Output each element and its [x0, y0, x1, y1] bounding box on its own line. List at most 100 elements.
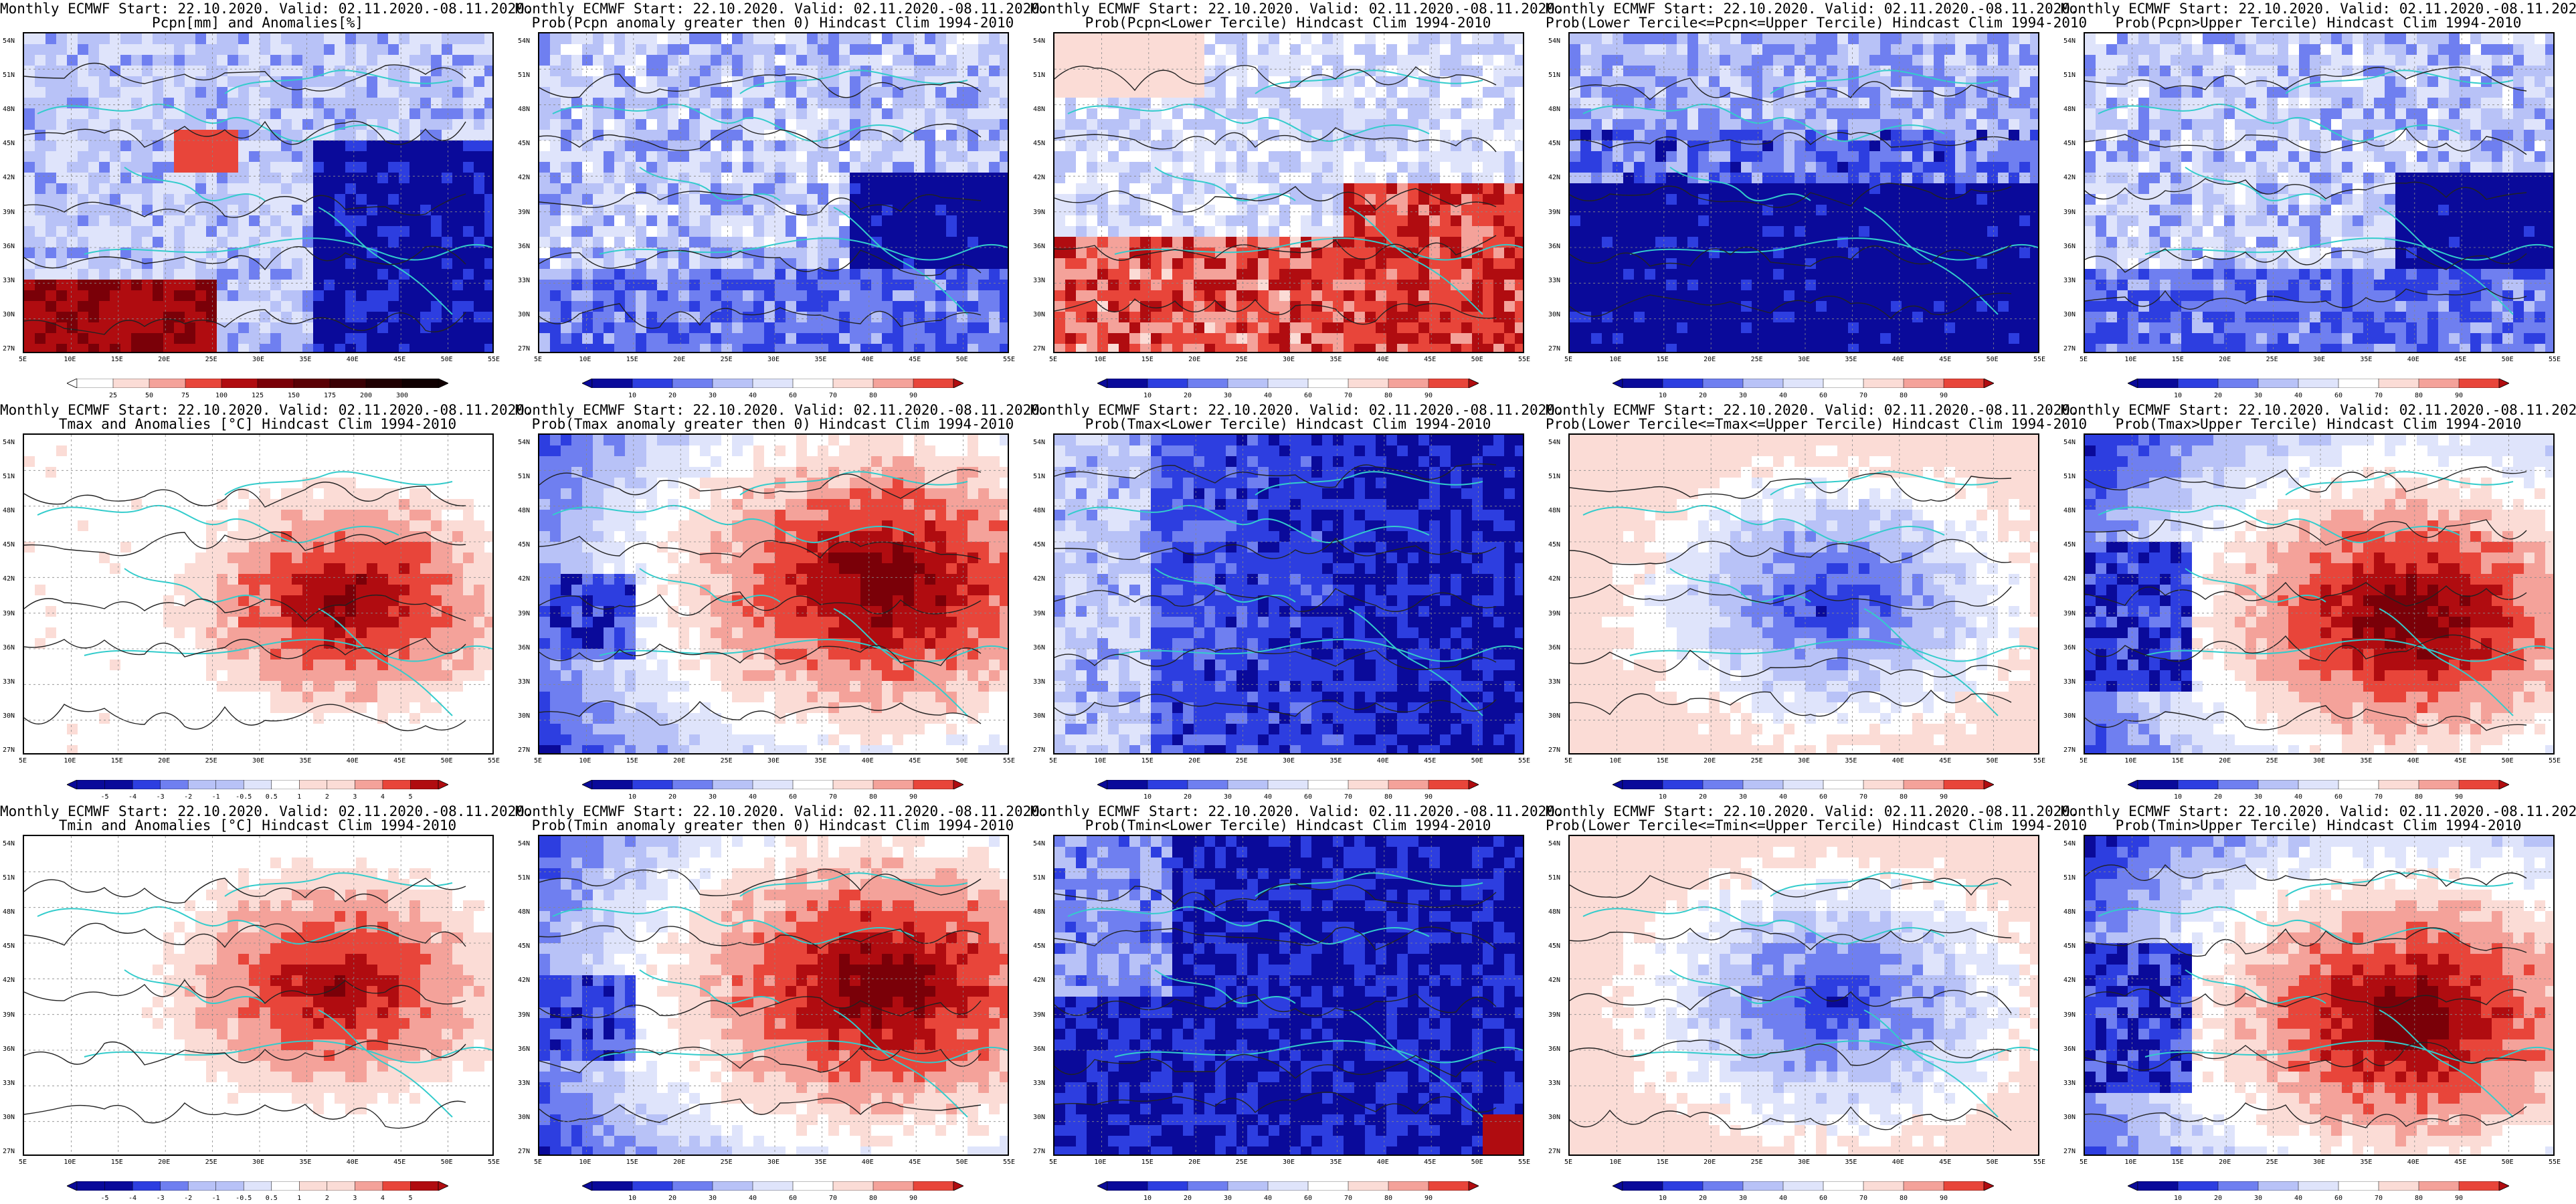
- colorbar-label: 70: [829, 392, 837, 399]
- field-cell: [604, 194, 615, 205]
- field-cell: [732, 130, 743, 141]
- field-cell: [335, 226, 346, 237]
- field-cell: [1591, 226, 1602, 237]
- field-cell: [1752, 140, 1763, 152]
- field-cell: [1602, 215, 1613, 227]
- field-cell: [1183, 140, 1194, 152]
- field-cell: [2030, 98, 2038, 109]
- field-cell: [860, 333, 872, 344]
- field-cell: [1859, 55, 1870, 66]
- field-cell: [292, 280, 303, 291]
- field-cell: [1880, 130, 1892, 141]
- field-cell: [1827, 119, 1838, 130]
- field-cell: [1451, 333, 1462, 344]
- latitude-label: 36N: [3, 243, 15, 250]
- field-cell: [1172, 87, 1184, 98]
- field-cell: [764, 173, 775, 184]
- field-cell: [302, 98, 314, 109]
- field-cell: [452, 108, 464, 120]
- field-cell: [968, 322, 979, 334]
- field-cell: [131, 269, 143, 280]
- field-cell: [582, 108, 593, 120]
- field-cell: [195, 173, 207, 184]
- field-cell: [839, 151, 850, 163]
- field-cell: [99, 215, 110, 227]
- field-cell: [786, 33, 797, 45]
- field-cell: [1194, 108, 1205, 120]
- map-field-svg: [539, 33, 1008, 352]
- field-cell: [604, 44, 615, 56]
- field-cell: [807, 66, 818, 77]
- field-cell: [302, 269, 314, 280]
- field-cell: [1204, 140, 1216, 152]
- field-cell: [1934, 183, 1945, 195]
- field-cell: [206, 333, 217, 344]
- field-cell: [142, 66, 153, 77]
- field-cell: [818, 322, 829, 334]
- field-cell: [1998, 194, 2009, 205]
- field-cell: [657, 322, 668, 334]
- field-cell: [1258, 44, 1269, 56]
- field-cell: [593, 237, 604, 248]
- field-cell: [614, 55, 626, 66]
- field-cell: [893, 44, 904, 56]
- field-cell: [185, 205, 196, 216]
- field-cell: [743, 151, 754, 163]
- field-cell: [1687, 215, 1699, 227]
- field-cell: [409, 344, 421, 352]
- field-cell: [313, 108, 325, 120]
- field-cell: [1805, 173, 1817, 184]
- field-cell: [1258, 237, 1269, 248]
- field-cell: [163, 269, 175, 280]
- field-cell: [2019, 108, 2031, 120]
- field-cell: [1429, 33, 1441, 45]
- field-cell: [582, 162, 593, 173]
- field-cell: [1097, 66, 1109, 77]
- field-cell: [1408, 44, 1419, 56]
- field-cell: [463, 151, 474, 163]
- field-cell: [67, 140, 78, 152]
- field-cell: [1408, 322, 1419, 334]
- field-cell: [56, 205, 68, 216]
- field-cell: [292, 33, 303, 45]
- field-cell: [1472, 215, 1483, 227]
- field-cell: [1097, 322, 1109, 334]
- field-cell: [1087, 290, 1098, 302]
- field-cell: [539, 237, 551, 248]
- field-cell: [1194, 312, 1205, 323]
- field-cell: [614, 162, 626, 173]
- field-cell: [1408, 76, 1419, 88]
- field-cell: [1966, 215, 1977, 227]
- field-cell: [270, 312, 282, 323]
- field-cell: [860, 322, 872, 334]
- field-cell: [217, 151, 228, 163]
- field-cell: [1570, 130, 1581, 141]
- field-cell: [335, 344, 346, 352]
- field-cell: [1483, 312, 1494, 323]
- field-cell: [1645, 183, 1656, 195]
- field-cell: [700, 333, 711, 344]
- field-cell: [903, 226, 915, 237]
- field-cell: [217, 290, 228, 302]
- field-cell: [1215, 130, 1226, 141]
- field-cell: [1322, 173, 1333, 184]
- field-cell: [1097, 44, 1109, 56]
- field-cell: [1912, 33, 1924, 45]
- field-cell: [1258, 280, 1269, 291]
- field-cell: [1054, 33, 1066, 45]
- field-cell: [1204, 290, 1216, 302]
- field-cell: [163, 55, 175, 66]
- field-cell: [388, 33, 399, 45]
- field-cell: [1752, 108, 1763, 120]
- field-cell: [732, 269, 743, 280]
- field-cell: [700, 237, 711, 248]
- field-cell: [238, 312, 250, 323]
- field-cell: [796, 44, 808, 56]
- field-cell: [1923, 205, 1934, 216]
- field-cell: [646, 312, 658, 323]
- field-cell: [270, 301, 282, 312]
- field-cell: [1880, 205, 1892, 216]
- field-cell: [260, 119, 271, 130]
- field-cell: [1966, 76, 1977, 88]
- field-cell: [2019, 130, 2031, 141]
